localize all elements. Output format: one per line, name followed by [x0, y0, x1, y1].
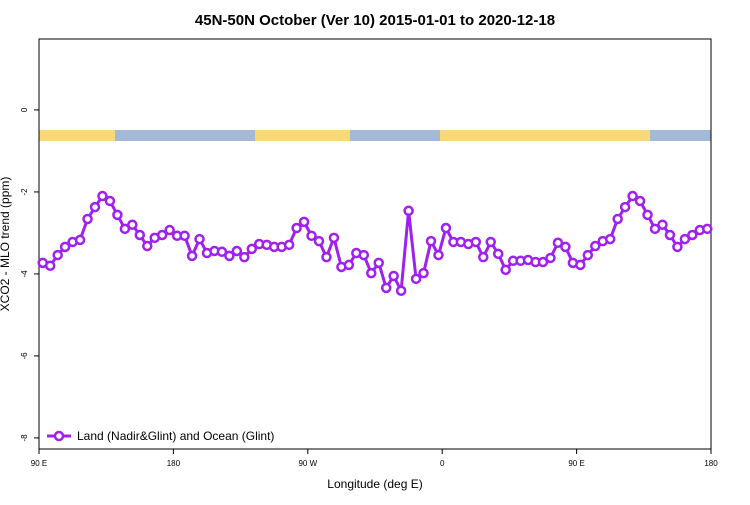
- data-point: [313, 235, 325, 247]
- data-point: [343, 259, 355, 271]
- data-point: [403, 205, 414, 217]
- x-tick-label: 180: [167, 459, 181, 468]
- data-point: [74, 234, 86, 246]
- data-point: [545, 252, 556, 264]
- data-point: [97, 190, 108, 202]
- data-point: [575, 259, 586, 271]
- plot-frame: [38, 38, 712, 450]
- data-point: [104, 195, 116, 207]
- data-point: [649, 223, 661, 235]
- data-point: [612, 213, 623, 225]
- data-point: [687, 229, 698, 241]
- data-point: [642, 209, 653, 221]
- data-point: [186, 250, 198, 262]
- data-point: [492, 248, 504, 260]
- data-point: [134, 229, 146, 241]
- data-point: [478, 251, 489, 263]
- chart-title: 45N-50N October (Ver 10) 2015-01-01 to 2…: [195, 12, 555, 29]
- x-tick-label: 0: [440, 459, 445, 468]
- data-point: [291, 222, 302, 234]
- data-point: [127, 219, 138, 230]
- data-point: [119, 223, 131, 235]
- data-point: [224, 250, 235, 262]
- data-point: [485, 236, 496, 248]
- data-point: [582, 249, 594, 261]
- data-point: [604, 233, 616, 245]
- data-point: [89, 201, 101, 213]
- data-point: [59, 241, 71, 253]
- data-point: [52, 249, 63, 261]
- y-axis-label: XCO2 - MLO trend (ppm): [0, 177, 12, 312]
- x-axis-label: Longitude (deg E): [327, 477, 422, 491]
- legend-marker: [53, 430, 65, 442]
- data-point: [410, 273, 422, 285]
- ocean: [39, 130, 711, 141]
- data-point: [366, 267, 377, 279]
- data-point: [627, 190, 638, 202]
- data-point: [358, 249, 370, 261]
- data-point: [425, 235, 437, 247]
- data-point: [216, 246, 228, 258]
- data-point: [440, 222, 452, 234]
- land: [39, 130, 115, 141]
- data-point: [164, 224, 175, 236]
- data-point: [321, 251, 332, 263]
- data-point: [433, 249, 444, 261]
- data-point: [679, 233, 691, 245]
- data-point: [380, 282, 392, 294]
- legend-label: Land (Nadir&Glint) and Ocean (Glint): [77, 429, 274, 443]
- data-point: [560, 241, 571, 253]
- data-point: [179, 230, 190, 242]
- data-point: [156, 229, 168, 241]
- x-tick-label: 90 E: [31, 459, 47, 468]
- y-tick-label: -4: [20, 270, 29, 278]
- data-point: [664, 229, 676, 241]
- data-point: [239, 251, 250, 263]
- land: [255, 130, 350, 141]
- x-tick-label: 90 W: [298, 459, 317, 468]
- data-point: [112, 209, 123, 221]
- data-point: [634, 195, 646, 207]
- x-tick-label: 90 E: [568, 459, 584, 468]
- land: [440, 130, 650, 141]
- data-point: [246, 243, 258, 255]
- data-point: [306, 230, 317, 242]
- data-point: [283, 239, 295, 251]
- data-point: [552, 237, 564, 249]
- data-point: [328, 232, 340, 244]
- data-point: [590, 240, 601, 252]
- data-point: [500, 264, 511, 276]
- data-point: [82, 213, 93, 225]
- data-point: [672, 241, 683, 253]
- data-point: [702, 223, 713, 235]
- x-tick-label: 180: [704, 459, 718, 468]
- data-point: [194, 233, 205, 245]
- y-tick-label: 0: [20, 107, 29, 112]
- data-point: [537, 256, 549, 268]
- data-point: [142, 240, 153, 252]
- data-point: [657, 219, 668, 230]
- data-point: [231, 245, 243, 257]
- data-point: [298, 216, 310, 228]
- y-tick-label: -2: [20, 188, 29, 196]
- y-tick-label: -8: [20, 434, 29, 442]
- data-point: [418, 267, 429, 279]
- data-point: [373, 257, 384, 269]
- data-point: [619, 201, 631, 213]
- data-point: [395, 285, 407, 296]
- data-point: [470, 236, 482, 248]
- land-ocean-strip: [39, 130, 711, 141]
- data-point: [44, 260, 56, 271]
- y-tick-label: -6: [20, 352, 29, 360]
- data-point: [388, 270, 399, 282]
